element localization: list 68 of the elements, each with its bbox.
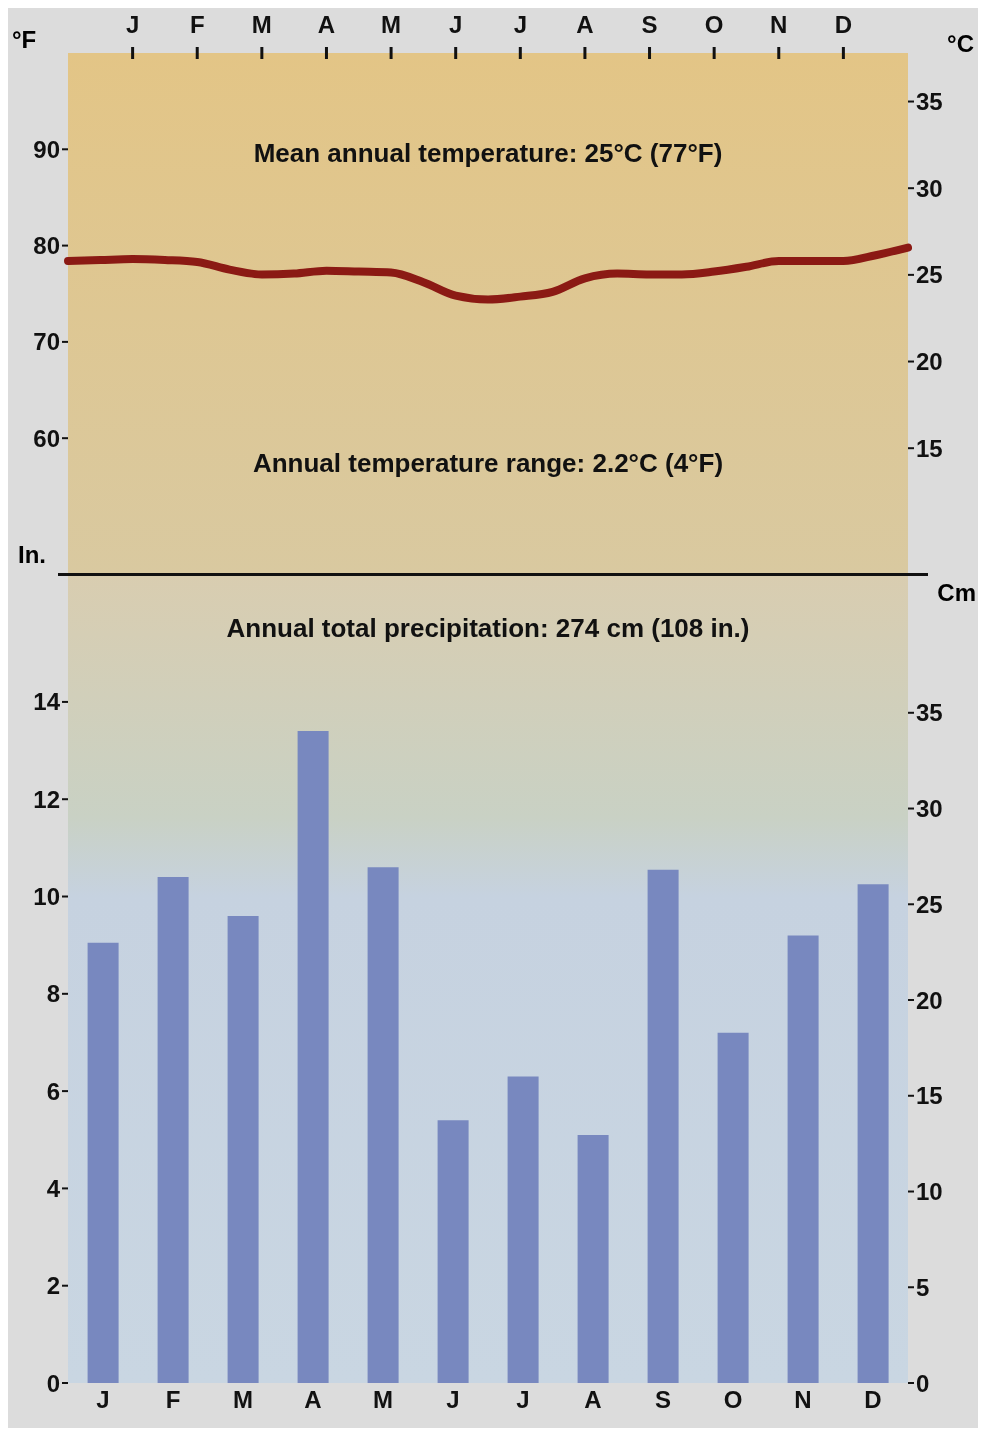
x-tick-label: N — [794, 1386, 812, 1414]
x-tick-label: M — [373, 1386, 393, 1414]
y-tick-label: 80 — [33, 232, 60, 260]
y2-tick-label: 35 — [916, 88, 943, 116]
x-tick-label: F — [189, 11, 205, 38]
y2-tick-label: 20 — [916, 986, 943, 1014]
y-tick-label: 10 — [33, 883, 60, 911]
x-tick-label: D — [864, 1386, 882, 1414]
annotation: Annual total precipitation: 274 cm (108 in.) — [225, 613, 751, 644]
y-tick-label: 6 — [46, 1077, 60, 1105]
annotation: Mean annual temperature: 25°C (77°F) — [252, 138, 724, 169]
annotation: Annual temperature range: 2.2°C (4°F) — [251, 448, 725, 479]
bar — [857, 884, 889, 1383]
bar — [647, 869, 679, 1383]
y-axis-title: In. — [18, 541, 46, 569]
y2-tick-label: 10 — [916, 1178, 943, 1206]
y-tick-label: 8 — [46, 980, 60, 1008]
y-tick-label: 2 — [46, 1272, 60, 1300]
x-tick-label: O — [723, 1386, 743, 1414]
y2-tick-label: 30 — [916, 795, 943, 823]
y-tick-label: 14 — [33, 688, 61, 716]
y2-tick-label: 15 — [916, 1082, 943, 1110]
x-tick-label: N — [770, 11, 788, 38]
bar — [227, 915, 259, 1383]
y-tick-label: 0 — [46, 1369, 60, 1397]
bar — [577, 1134, 609, 1383]
y2-tick-label: 20 — [916, 348, 943, 376]
y2-tick-label: 35 — [916, 699, 943, 727]
x-tick-label: J — [449, 11, 463, 38]
bar — [507, 1076, 539, 1383]
bar — [717, 1032, 749, 1383]
bar — [157, 877, 189, 1383]
y2-tick-label: 25 — [916, 261, 943, 289]
x-tick-label: S — [654, 1386, 672, 1414]
x-tick-label: M — [381, 11, 402, 38]
y-tick-label: 12 — [33, 785, 60, 813]
x-tick-label: J — [125, 11, 140, 38]
y2-tick-label: 30 — [916, 174, 943, 202]
y2-axis-title: Cm — [937, 579, 976, 607]
y-tick-label: 70 — [33, 328, 60, 356]
x-tick-label: J — [516, 1386, 530, 1414]
x-tick-label: A — [304, 1386, 322, 1414]
y-axis-title: °F — [12, 26, 37, 54]
bar — [787, 935, 819, 1383]
x-tick-label: A — [576, 11, 594, 38]
bar — [297, 731, 329, 1383]
x-tick-label: M — [251, 11, 272, 38]
y2-axis-title: °C — [947, 30, 974, 58]
bar — [87, 942, 119, 1383]
x-tick-label: A — [584, 1386, 602, 1414]
y2-tick-label: 5 — [916, 1273, 930, 1301]
bar — [367, 867, 399, 1383]
x-tick-label: M — [233, 1386, 253, 1414]
y-tick-label: 60 — [33, 424, 60, 452]
x-tick-label: D — [834, 11, 853, 38]
x-tick-label: J — [446, 1386, 460, 1414]
x-tick-label: J — [513, 11, 527, 38]
x-tick-label: S — [641, 11, 658, 38]
x-tick-label: J — [96, 1386, 110, 1414]
x-tick-label: F — [165, 1386, 181, 1414]
y2-tick-label: 0 — [916, 1369, 930, 1397]
y-tick-label: 90 — [33, 135, 60, 163]
y2-tick-label: 15 — [916, 434, 943, 462]
y2-tick-label: 25 — [916, 890, 943, 918]
x-tick-label: A — [317, 11, 336, 38]
x-tick-label: O — [704, 11, 724, 38]
bar — [437, 1120, 469, 1383]
y-tick-label: 4 — [46, 1174, 61, 1202]
